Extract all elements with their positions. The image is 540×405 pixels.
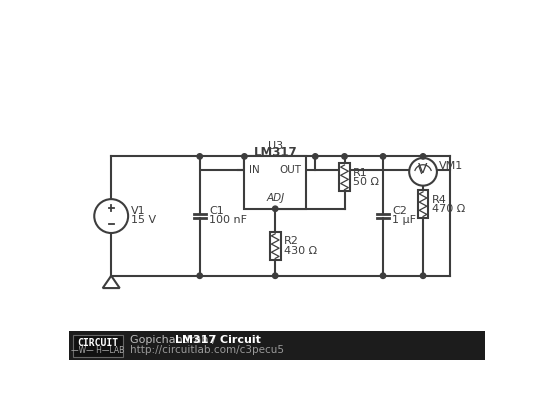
Text: V: V [418,162,428,177]
Text: Gopichandran /: Gopichandran / [131,335,220,345]
Text: LM317 Circuit: LM317 Circuit [175,335,261,345]
Text: OUT: OUT [279,165,301,175]
Text: R2: R2 [284,237,299,247]
Bar [339,164,350,191]
Circle shape [313,154,318,159]
Circle shape [197,273,202,279]
Text: R1: R1 [353,168,368,178]
Text: 1 μF: 1 μF [392,215,416,225]
Circle shape [94,199,128,233]
Circle shape [197,154,202,159]
Text: ADJ: ADJ [266,193,284,203]
Text: U3: U3 [268,141,283,151]
Text: 430 Ω: 430 Ω [284,246,317,256]
Text: V1: V1 [131,206,146,216]
Circle shape [380,273,386,279]
Circle shape [273,273,278,279]
Text: 100 nF: 100 nF [209,215,247,225]
Text: 15 V: 15 V [131,215,157,225]
Text: 470 Ω: 470 Ω [431,204,465,214]
Circle shape [273,206,278,211]
Circle shape [380,154,386,159]
Circle shape [242,154,247,159]
Text: R4: R4 [431,194,447,205]
Bar [417,190,428,218]
Circle shape [409,158,437,185]
Bar [73,335,123,356]
Text: LM317: LM317 [253,146,297,159]
Bar [270,232,281,260]
Polygon shape [103,276,120,288]
Circle shape [342,154,347,159]
Text: VM1: VM1 [439,161,463,171]
Text: IN: IN [249,165,260,175]
Text: 50 Ω: 50 Ω [353,177,379,187]
Text: —W— H—LAB: —W— H—LAB [71,346,124,355]
Bar [69,331,485,360]
Circle shape [420,273,426,279]
Circle shape [420,154,426,159]
Text: C1: C1 [209,206,224,216]
Text: CIRCUIT: CIRCUIT [77,338,118,348]
Text: C2: C2 [392,206,407,216]
Bar [245,156,306,209]
Text: http://circuitlab.com/c3pecu5: http://circuitlab.com/c3pecu5 [131,345,285,356]
